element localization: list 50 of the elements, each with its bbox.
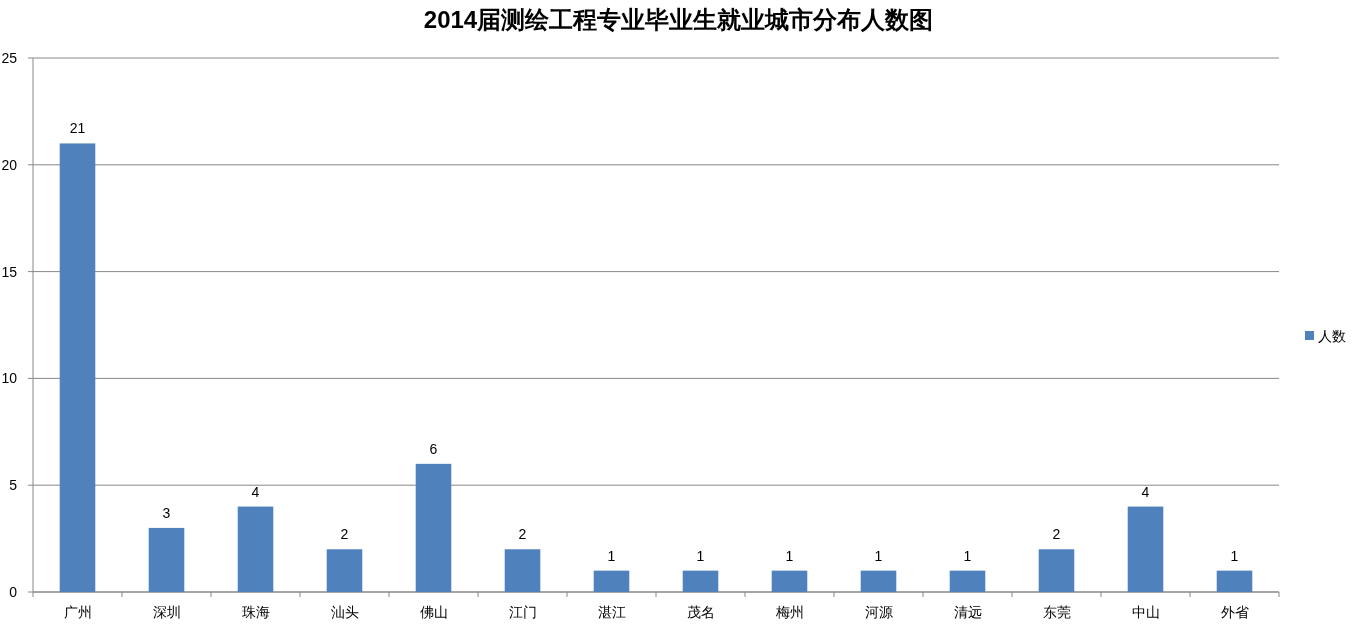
x-tick-label: 清远 <box>953 604 982 620</box>
x-tick-label: 东莞 <box>1042 604 1071 620</box>
x-tick-label: 湛江 <box>597 604 626 620</box>
x-tick-label: 深圳 <box>152 604 181 620</box>
data-label: 21 <box>69 120 86 137</box>
x-tick-label: 佛山 <box>419 604 448 620</box>
x-tick-label: 广州 <box>63 604 92 620</box>
x-tick-label: 河源 <box>864 604 893 620</box>
bar <box>771 570 808 592</box>
data-label: 3 <box>162 504 171 521</box>
data-label: 1 <box>696 547 705 564</box>
x-tick-label: 外省 <box>1220 604 1249 620</box>
bar <box>593 570 630 592</box>
bar <box>1216 570 1253 592</box>
data-label: 1 <box>963 547 972 564</box>
data-label: 6 <box>429 440 438 457</box>
bar <box>59 143 96 592</box>
x-tick-label: 中山 <box>1131 604 1160 620</box>
y-tick-label: 0 <box>9 584 18 600</box>
y-tick-label: 5 <box>9 477 18 494</box>
data-label: 1 <box>1230 547 1239 564</box>
x-tick-label: 汕头 <box>330 604 359 620</box>
bar <box>326 549 363 592</box>
bar <box>1127 506 1164 592</box>
y-tick-label: 25 <box>1 50 18 66</box>
data-label: 1 <box>607 547 616 564</box>
data-label: 2 <box>1052 526 1061 543</box>
data-label: 1 <box>874 547 883 564</box>
data-label: 2 <box>340 526 349 543</box>
bar <box>148 527 185 592</box>
bar <box>682 570 719 592</box>
data-label: 4 <box>251 483 260 500</box>
x-tick-label: 梅州 <box>774 604 804 620</box>
data-label: 4 <box>1141 483 1150 500</box>
bar <box>415 463 452 592</box>
y-tick-label: 15 <box>1 263 18 280</box>
chart-title: 2014届测绘工程专业毕业生就业城市分布人数图 <box>423 6 934 33</box>
bar <box>860 570 897 592</box>
bar <box>237 506 274 592</box>
x-tick-label: 江门 <box>508 604 537 620</box>
x-tick-label: 珠海 <box>241 604 270 620</box>
bar <box>504 549 541 592</box>
data-label: 1 <box>785 547 794 564</box>
y-tick-label: 10 <box>1 370 18 387</box>
bar <box>949 570 986 592</box>
x-tick-label: 茂名 <box>686 604 715 620</box>
legend-label: 人数 <box>1318 328 1346 344</box>
y-tick-label: 20 <box>1 156 18 173</box>
data-label: 2 <box>518 526 527 543</box>
bar <box>1038 549 1075 592</box>
